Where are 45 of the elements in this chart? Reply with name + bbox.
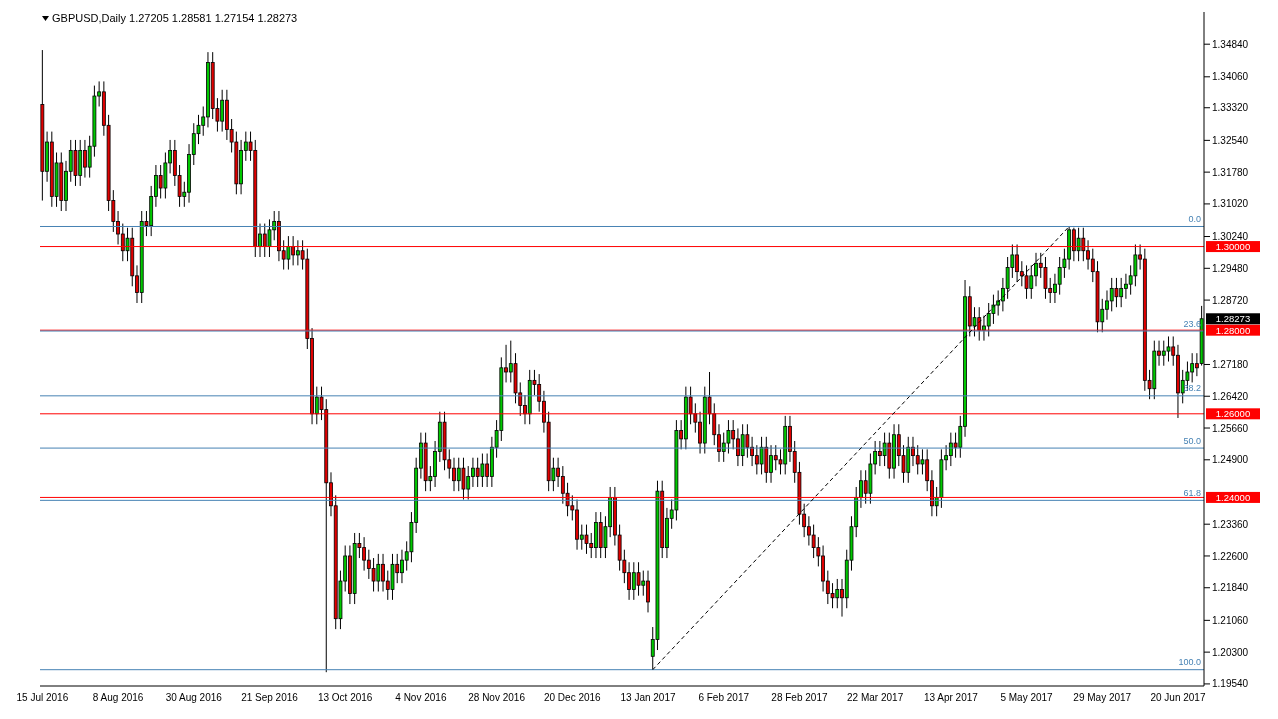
y-tick-label: 1.31780: [1212, 166, 1249, 178]
y-tick-label: 1.23360: [1212, 518, 1249, 530]
y-tick-label: 1.34060: [1212, 71, 1249, 83]
annotation: 50.0: [1183, 435, 1201, 446]
x-tick-label: 13 Jan 2017: [620, 692, 676, 704]
x-tick-label: 22 Mar 2017: [847, 692, 904, 704]
y-tick-label: 1.33320: [1212, 102, 1249, 114]
x-tick-label: 8 Aug 2016: [92, 692, 144, 704]
ref-line-label: 1.24000: [1215, 491, 1251, 503]
x-tick-label: 15 Jul 2016: [16, 692, 69, 704]
y-tick-label: 1.26420: [1212, 390, 1249, 402]
annotation: 100.0: [1178, 657, 1201, 668]
y-tick-label: 1.21060: [1212, 614, 1249, 626]
y-tick-label: 1.24900: [1212, 454, 1249, 466]
x-tick-label: 20 Dec 2016: [543, 692, 602, 704]
y-tick-label: 1.19540: [1212, 678, 1249, 690]
x-tick-label: 6 Feb 2017: [698, 692, 750, 704]
y-tick-label: 1.28720: [1212, 294, 1249, 306]
y-tick-label: 1.34840: [1212, 38, 1249, 50]
x-tick-label: 28 Nov 2016: [468, 692, 526, 704]
x-tick-label: 28 Feb 2017: [771, 692, 828, 704]
y-tick-label: 1.25660: [1212, 422, 1249, 434]
x-tick-label: 5 May 2017: [1000, 692, 1054, 704]
ref-line-label: 1.30000: [1215, 241, 1251, 253]
x-tick-label: 20 Jun 2017: [1150, 692, 1206, 704]
x-tick-label: 30 Aug 2016: [165, 692, 223, 704]
y-tick-label: 1.20300: [1212, 646, 1249, 658]
annotation: 61.8: [1183, 487, 1201, 498]
x-tick-label: 21 Sep 2016: [241, 692, 299, 704]
annotation: 0.0: [1188, 213, 1201, 224]
ref-line-label: 1.28000: [1215, 324, 1251, 336]
y-tick-label: 1.27180: [1212, 359, 1249, 371]
text: 1.28273: [1215, 313, 1251, 325]
y-tick-label: 1.30240: [1212, 231, 1249, 243]
y-tick-label: 1.32540: [1212, 134, 1249, 146]
x-tick-label: 4 Nov 2016: [395, 692, 447, 704]
y-tick-label: 1.22600: [1212, 550, 1249, 562]
x-tick-label: 13 Oct 2016: [317, 692, 373, 704]
chart-title: GBPUSD,Daily 1.27205 1.28581 1.27154 1.28273: [52, 12, 298, 24]
y-tick-label: 1.31020: [1212, 198, 1249, 210]
x-tick-label: 29 May 2017: [1073, 692, 1132, 704]
ref-line-label: 1.26000: [1215, 408, 1251, 420]
x-tick-label: 13 Apr 2017: [923, 692, 979, 704]
y-tick-label: 1.21840: [1212, 582, 1249, 594]
y-tick-label: 1.29480: [1212, 262, 1249, 274]
